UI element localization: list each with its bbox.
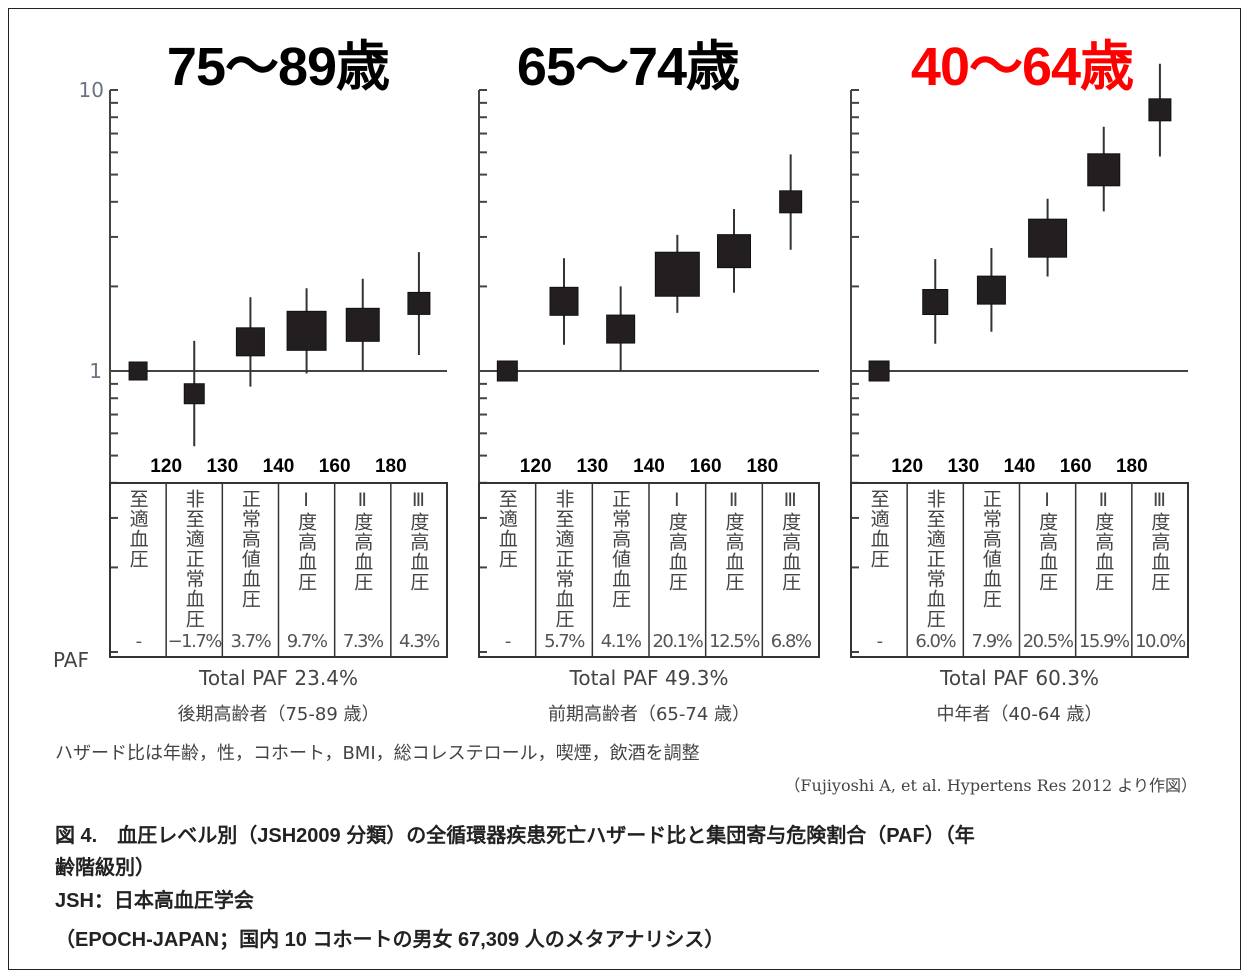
paf-value: 4.3% <box>399 631 440 652</box>
category-label: 正常高値血圧 <box>238 489 261 609</box>
citation: （Fujiyoshi A, et al. Hypertens Res 2012 … <box>784 776 1197 795</box>
hazard-ratio-marker <box>1028 218 1068 258</box>
hazard-ratio-marker <box>654 251 700 297</box>
paf-value: 4.1% <box>600 631 642 652</box>
figure-frame <box>8 8 1241 970</box>
bp-threshold-label: 160 <box>689 456 722 477</box>
paf-value: 15.9% <box>1078 631 1130 652</box>
panel-title: 75～89歳 <box>166 37 390 97</box>
category-label: Ⅱ度高血圧 <box>1092 489 1115 592</box>
hazard-ratio-marker <box>868 360 890 382</box>
paf-value: 6.0% <box>915 631 956 652</box>
bp-threshold-label: 180 <box>1115 456 1148 477</box>
hazard-ratio-marker <box>345 307 380 342</box>
category-label: 正常高値血圧 <box>609 489 632 609</box>
hazard-ratio-marker <box>407 291 431 315</box>
bp-threshold-label: 180 <box>374 456 407 477</box>
category-label: 非至適正常血圧 <box>182 489 205 629</box>
paf-value: −1.7% <box>167 631 223 652</box>
category-label: 至適血圧 <box>495 489 518 569</box>
bp-threshold-label: 130 <box>947 456 980 477</box>
hazard-ratio-marker <box>606 314 636 344</box>
hazard-ratio-marker <box>717 234 751 269</box>
caption-line-1: 図 4. 血圧レベル別（JSH2009 分類）の全循環器疾患死亡ハザード比と集団… <box>55 825 975 847</box>
paf-value: 20.5% <box>1022 631 1074 652</box>
category-label: 至適血圧 <box>867 489 890 569</box>
bp-threshold-label: 160 <box>318 456 351 477</box>
caption-line-3: JSH：日本高血圧学会 <box>55 890 254 912</box>
bp-threshold-label: 120 <box>150 456 183 477</box>
hazard-ratio-marker <box>286 310 327 351</box>
paf-value: 7.3% <box>342 631 384 652</box>
category-label: 至適血圧 <box>126 489 149 569</box>
panel-title: 40～64歳 <box>910 37 1134 97</box>
paf-value: 9.7% <box>286 631 328 652</box>
age-group-label: 前期高齢者（65-74 歳） <box>547 704 751 725</box>
category-label: Ⅲ度高血圧 <box>779 489 802 592</box>
y-tick-label: 10 <box>78 78 104 102</box>
category-label: Ⅱ度高血圧 <box>722 489 745 592</box>
hazard-ratio-marker <box>1087 153 1121 187</box>
paf-value: - <box>876 631 884 652</box>
total-paf: Total PAF 60.3% <box>940 666 1099 690</box>
paf-value: 20.1% <box>652 631 703 652</box>
category-label: 非至適正常血圧 <box>923 489 946 629</box>
caption-line-4: （EPOCH-JAPAN；国内 10 コホートの男女 67,309 人のメタアナ… <box>55 929 725 951</box>
category-label: 非至適正常血圧 <box>552 489 575 629</box>
hazard-ratio-marker <box>1148 98 1172 122</box>
age-group-label: 後期高齢者（75-89 歳） <box>177 704 380 725</box>
hazard-ratio-marker <box>235 327 265 357</box>
panel-title: 65～74歳 <box>516 37 740 97</box>
footnote: ハザード比は年齢，性，コホート，BMI，総コレステロール，喫煙，飲酒を調整 <box>55 743 700 764</box>
category-label: 正常高値血圧 <box>979 489 1002 609</box>
bp-threshold-label: 140 <box>633 456 665 477</box>
hazard-ratio-marker <box>549 286 579 316</box>
paf-value: 5.7% <box>544 631 585 652</box>
bp-threshold-label: 140 <box>262 456 295 477</box>
bp-threshold-label: 120 <box>519 456 552 477</box>
paf-value: 6.8% <box>770 631 812 652</box>
hazard-ratio-marker <box>976 275 1006 305</box>
total-paf: Total PAF 49.3% <box>569 666 729 690</box>
bp-threshold-label: 130 <box>206 456 239 477</box>
bp-threshold-label: 160 <box>1059 456 1092 477</box>
hazard-ratio-marker <box>183 383 205 405</box>
age-group-label: 中年者（40-64 歳） <box>936 704 1103 725</box>
paf-row-label: PAF <box>53 648 89 672</box>
category-label: Ⅰ度高血圧 <box>295 489 318 592</box>
category-label: Ⅰ度高血圧 <box>1036 489 1059 592</box>
hazard-ratio-marker <box>496 360 518 382</box>
paf-value: 3.7% <box>230 631 272 652</box>
caption-line-2: 齢階級別） <box>55 857 155 879</box>
category-label: Ⅲ度高血圧 <box>1148 489 1171 592</box>
paf-value: - <box>504 631 512 652</box>
hazard-ratio-marker <box>779 190 803 214</box>
hazard-ratio-marker <box>922 289 949 316</box>
bp-threshold-label: 130 <box>576 456 609 477</box>
paf-value: 12.5% <box>709 631 760 652</box>
total-paf: Total PAF 23.4% <box>199 666 358 690</box>
paf-value: 7.9% <box>971 631 1013 652</box>
category-label: Ⅰ度高血圧 <box>665 489 688 592</box>
bp-threshold-label: 180 <box>746 456 779 477</box>
hazard-ratio-marker <box>128 361 148 381</box>
paf-value: 10.0% <box>1135 631 1186 652</box>
y-tick-label: 1 <box>89 359 102 383</box>
bp-threshold-label: 120 <box>891 456 924 477</box>
paf-value: - <box>135 631 143 652</box>
category-label: Ⅱ度高血圧 <box>351 489 374 592</box>
bp-threshold-label: 140 <box>1003 456 1036 477</box>
category-label: Ⅲ度高血圧 <box>407 489 430 592</box>
